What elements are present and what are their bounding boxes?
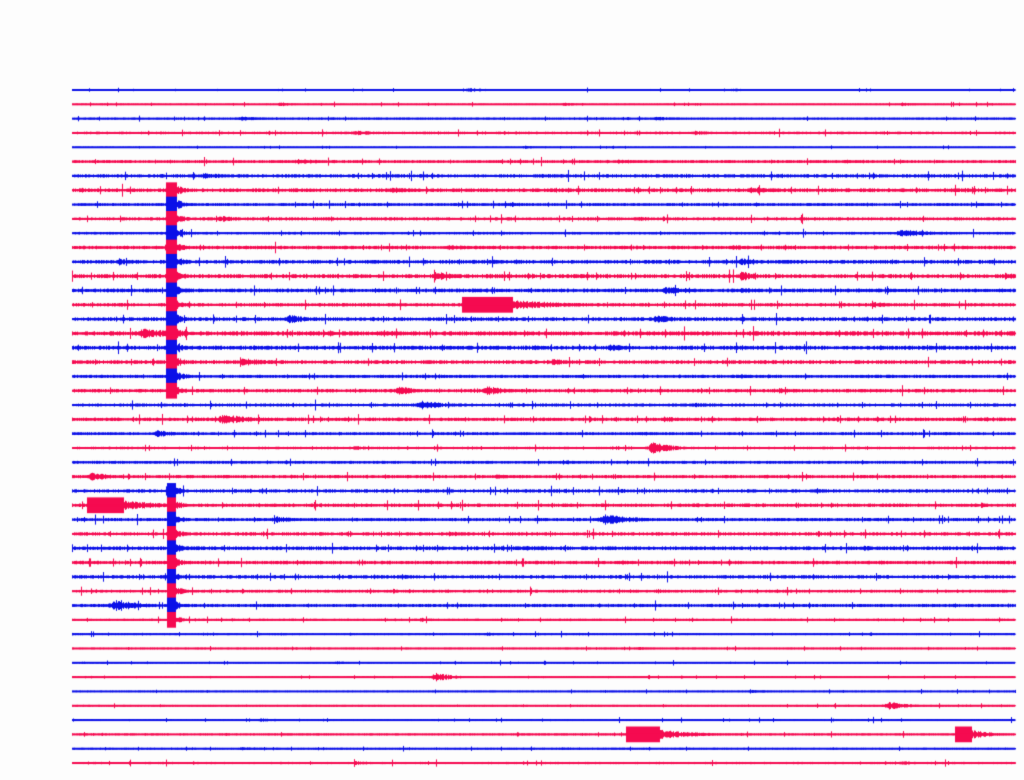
seismogram-trace-canvas <box>0 0 1024 780</box>
helicorder-page: HL Riolos (Patras) Applied filter: WWSSN… <box>0 0 1024 780</box>
